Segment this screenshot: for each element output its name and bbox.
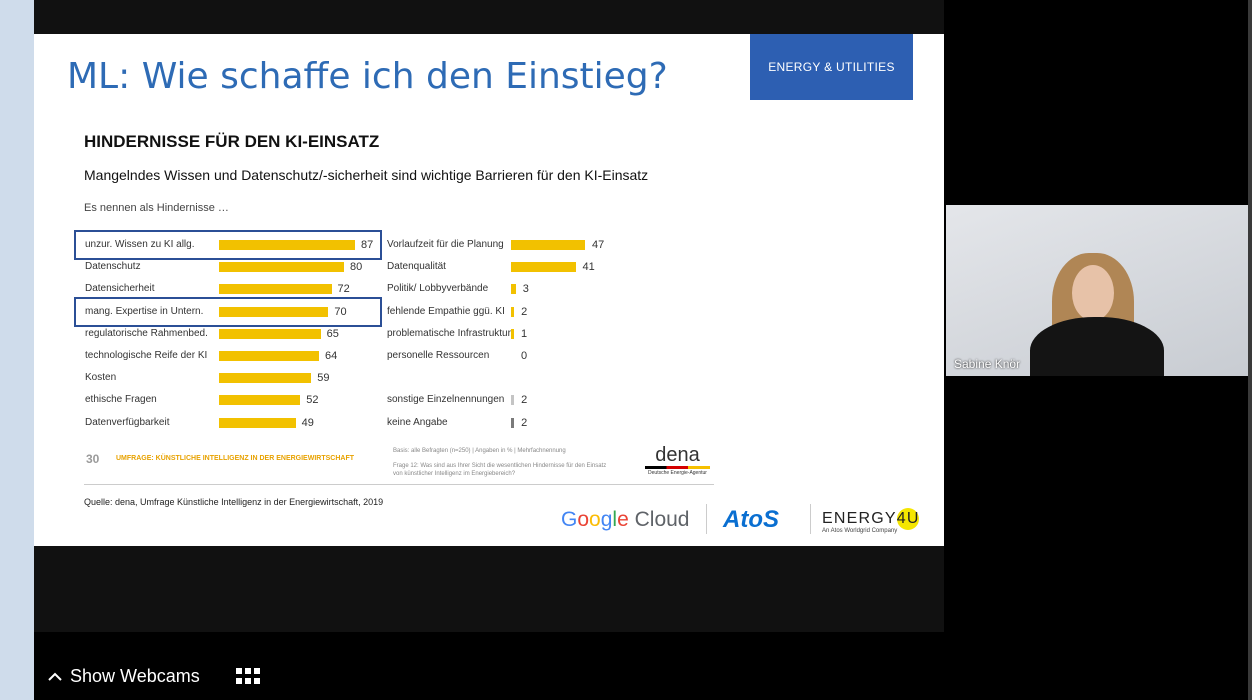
- right-category-label: Vorlaufzeit für die Planung: [387, 239, 504, 250]
- chevron-up-icon: [48, 672, 62, 681]
- left-value-label: 64: [325, 350, 338, 362]
- left-category-label: regulatorische Rahmenbed.: [85, 327, 208, 339]
- right-bar: [511, 262, 576, 273]
- atos-logo: AtoS: [723, 506, 779, 533]
- left-value-label: 80: [350, 261, 363, 274]
- dena-logo: dena Deutsche Energie-Agentur: [645, 444, 710, 476]
- google-letter: G: [561, 508, 578, 531]
- right-value-label: 3: [522, 283, 529, 296]
- left-category-label: technologische Reife der KI: [85, 350, 208, 361]
- right-bar: [511, 306, 515, 317]
- right-bar: [511, 328, 514, 339]
- dena-logo-text: dena: [655, 444, 700, 466]
- google-letter: o: [577, 508, 590, 531]
- energy4u-logo: ENERGY4U: [822, 508, 919, 530]
- right-value-label: 1: [521, 327, 528, 340]
- energy4u-subtitle: An Atos Worldgrid Company: [822, 528, 898, 534]
- page-number: 30: [86, 452, 100, 466]
- right-scrollbar[interactable]: [1248, 0, 1252, 700]
- right-value-label: 2: [521, 394, 528, 407]
- right-category-label: personelle Ressourcen: [387, 350, 490, 361]
- left-category-label: Datensicherheit: [85, 283, 155, 295]
- left-category-label: Kosten: [85, 372, 117, 384]
- google-cloud-word: Cloud: [634, 508, 690, 531]
- left-value-label: 59: [317, 372, 330, 385]
- left-value-label: 87: [361, 239, 374, 251]
- google-letter: o: [589, 508, 601, 531]
- google-letter: l: [612, 508, 618, 531]
- right-bar: [511, 240, 585, 250]
- right-value-label: 41: [582, 261, 595, 274]
- left-category-label: mang. Expertise in Untern.: [85, 305, 204, 317]
- chart-intro: Es nennen als Hindernisse …: [84, 202, 229, 214]
- left-bar: [219, 417, 296, 428]
- right-category-label: Politik/ Lobbyverbände: [387, 283, 489, 295]
- dena-logo-subtitle: Deutsche Energie-Agentur: [648, 470, 707, 476]
- highlight-box: [74, 230, 382, 260]
- grid-icon[interactable]: [236, 668, 260, 684]
- right-bar: [511, 417, 515, 428]
- right-value-label: 47: [592, 239, 605, 251]
- webcam-tile[interactable]: Sabine Knör: [946, 205, 1248, 376]
- left-bar: [219, 373, 312, 384]
- participant-body: [1030, 317, 1164, 376]
- left-category-label: unzur. Wissen zu KI allg.: [85, 239, 195, 250]
- right-category-label: Datenqualität: [387, 261, 446, 273]
- right-category-label: sonstige Einzelnennungen: [387, 394, 505, 406]
- left-value-label: 65: [326, 327, 339, 340]
- left-category-label: ethische Fragen: [85, 394, 157, 406]
- right-bar: [511, 284, 516, 295]
- participant-face: [1072, 265, 1114, 321]
- left-bar: [219, 240, 355, 250]
- chart-question-note: Frage 12: Was sind aus Ihrer Sicht die w…: [393, 463, 607, 477]
- right-category-label: keine Angabe: [387, 416, 448, 428]
- google-letter: g: [600, 508, 613, 531]
- right-value-label: 2: [521, 416, 528, 429]
- left-bar: [219, 284, 332, 295]
- chart-divider: [84, 484, 714, 485]
- left-value-label: 52: [306, 394, 319, 407]
- google-letter: e: [617, 508, 629, 531]
- left-bar: [219, 306, 329, 317]
- right-category-label: fehlende Empathie ggü. KI: [387, 305, 505, 317]
- chart-subtitle: Mangelndes Wissen und Datenschutz/-siche…: [84, 167, 649, 183]
- energy4u-circle: 4U: [896, 508, 919, 530]
- left-category-label: Datenschutz: [85, 261, 141, 273]
- highlight-box: [74, 296, 382, 327]
- logo-separator: [810, 504, 811, 534]
- left-value-label: 49: [301, 416, 314, 429]
- show-webcams-label: Show Webcams: [70, 666, 200, 686]
- right-value-label: 2: [521, 305, 528, 318]
- left-value-label: 72: [337, 283, 350, 296]
- bottom-toolbar: Show Webcams: [34, 652, 1252, 700]
- left-bar: [219, 351, 320, 361]
- left-bar: [219, 328, 321, 339]
- survey-footer: UMFRAGE: KÜNSTLICHE INTELLIGENZ IN DER E…: [116, 455, 354, 462]
- energy4u-word: ENERGY: [822, 510, 897, 527]
- logo-separator: [706, 504, 707, 534]
- slide: ML: Wie schaffe ich den Einstieg? ENERGY…: [34, 34, 944, 546]
- right-bar: [511, 395, 515, 406]
- google-cloud-logo: Google Cloud: [561, 508, 689, 532]
- left-value-label: 70: [334, 305, 347, 318]
- right-category-label: problematische Infrastruktur: [387, 327, 511, 339]
- slide-title: ML: Wie schaffe ich den Einstieg?: [67, 56, 668, 97]
- chart-title: HINDERNISSE FÜR DEN KI-EINSATZ: [84, 132, 380, 151]
- participant-name: Sabine Knör: [954, 357, 1021, 371]
- left-bar: [219, 262, 345, 273]
- left-side-strip: [0, 0, 34, 700]
- chart-basis-note: Basis: alle Befragten (n=250) | Angaben …: [393, 448, 566, 454]
- left-bar: [219, 395, 301, 406]
- presentation-stage: ML: Wie schaffe ich den Einstieg? ENERGY…: [34, 0, 944, 632]
- dena-flag-strip: [645, 466, 710, 469]
- right-value-label: 0: [521, 350, 528, 362]
- left-category-label: Datenverfügbarkeit: [85, 416, 170, 428]
- slide-source: Quelle: dena, Umfrage Künstliche Intelli…: [84, 497, 384, 507]
- show-webcams-button[interactable]: Show Webcams: [48, 666, 200, 687]
- category-badge: ENERGY & UTILITIES: [750, 34, 913, 100]
